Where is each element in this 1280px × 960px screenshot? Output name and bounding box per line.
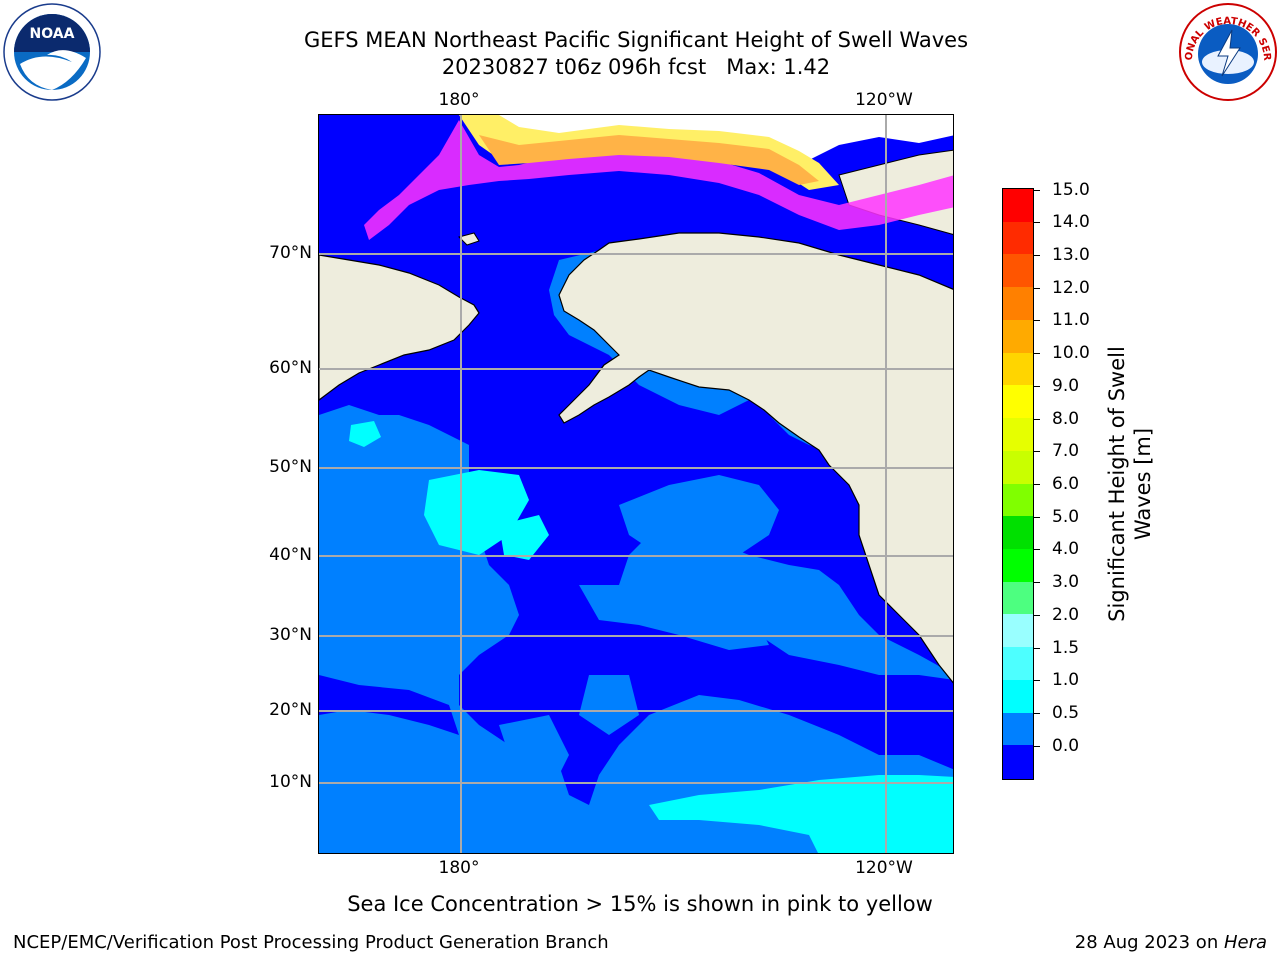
lat-label-70n: 70°N [269,243,312,263]
colorbar-segment [1003,712,1033,746]
colorbar-label: 9.0 [1052,375,1080,396]
colorbar-tick [1034,222,1040,224]
colorbar-tick [1034,353,1040,355]
mid-swell-patch-6 [579,675,639,735]
colorbar-segment [1003,516,1033,550]
colorbar-label: 3.0 [1052,572,1080,593]
land-north-america [558,232,953,684]
colorbar-label: 15.0 [1052,179,1090,200]
colorbar-segment [1003,450,1033,485]
footer-date: 28 Aug 2023 on [1074,932,1224,953]
colorbar-tick [1034,484,1040,485]
lon-label-top-120w: 120°W [855,90,913,110]
high-swell-midlat-2 [499,515,549,560]
mid-swell-patch-1 [619,475,779,565]
noaa-logo-text: NOAA [30,26,75,42]
colorbar [1002,188,1034,780]
colorbar-tick [1034,582,1040,584]
colorbar-tick [1034,614,1040,616]
colorbar-tick [1034,418,1040,420]
colorbar-segment [1003,221,1033,256]
colorbar-segment [1003,614,1033,648]
colorbar-label: 5.0 [1052,506,1080,527]
colorbar-label: 4.0 [1052,539,1080,560]
colorbar-tick [1034,647,1040,649]
map-gridlines [319,115,953,853]
colorbar-segment [1003,385,1033,419]
lat-label-50n: 50°N [269,457,312,477]
colorbar-segment [1003,352,1033,386]
colorbar-segment [1003,581,1033,615]
land-siberia [319,254,480,401]
colorbar-label: 0.5 [1052,703,1080,724]
colorbar-tick [1034,713,1040,715]
colorbar-segment [1003,254,1033,288]
mid-swell-patch-2 [579,585,769,650]
colorbar-label: 8.0 [1052,408,1080,429]
colorbar-label: 13.0 [1052,244,1090,265]
footer-right: 28 Aug 2023 on Hera [1075,932,1267,954]
lat-label-20n: 20°N [269,700,312,720]
colorbar-label: 1.5 [1052,637,1080,658]
colorbar-label: 11.0 [1052,310,1090,331]
colorbar-tick [1034,287,1040,289]
colorbar-tick [1034,189,1040,191]
colorbar-segment [1003,319,1033,354]
mid-swell-patch-5 [499,715,569,795]
chart-subtitle: 20230827 t06z 096h fcst Max: 1.42 [441,55,831,79]
colorbar-tick [1034,451,1040,453]
high-swell-tropics [649,775,953,853]
footer-left: NCEP/EMC/Verification Post Processing Pr… [13,932,609,953]
colorbar-segment [1003,189,1033,223]
colorbar-tick [1034,385,1040,387]
colorbar-segment [1003,679,1033,714]
colorbar-label: 6.0 [1052,474,1080,494]
colorbar-label: 14.0 [1052,212,1090,233]
high-swell-aleutian [349,421,381,447]
colorbar-tick [1034,549,1040,551]
colorbar-segment [1003,483,1033,517]
colorbar-tick [1034,320,1040,322]
colorbar-label: 2.0 [1052,604,1080,625]
mid-swell-patch-4 [319,415,419,505]
colorbar-tick [1034,516,1040,518]
lon-label-bottom-120w: 120°W [855,858,913,878]
nws-logo: NATIONAL WEATHER SERVICE [1174,0,1278,102]
colorbar-segment [1003,418,1033,452]
chart-title: GEFS MEAN Northeast Pacific Significant … [303,28,969,52]
low-swell-west-band [319,675,459,735]
mid-swell-patch-7 [759,570,809,615]
colorbar-segment [1003,287,1033,321]
colorbar-title: Significant Height of Swell Waves [m] [1105,346,1155,622]
colorbar-tick [1034,745,1040,747]
sea-ice-note: Sea Ice Concentration > 15% is shown in … [347,892,933,916]
colorbar-segment [1003,745,1033,779]
sea-ice-band [459,115,839,190]
lon-label-top-180: 180° [438,90,480,110]
noaa-logo: NOAA [2,2,102,102]
colorbar-label: 0.0 [1052,735,1080,756]
colorbar-tick [1034,254,1040,256]
sea-ice-orange-band [479,135,819,185]
lat-label-60n: 60°N [269,358,312,378]
sea-ice-pink [364,120,953,240]
lat-label-40n: 40°N [269,545,312,565]
colorbar-label: 12.0 [1052,277,1090,298]
colorbar-label: 7.0 [1052,441,1080,462]
lon-label-bottom-180: 180° [438,858,480,878]
lat-label-30n: 30°N [269,625,312,645]
land-island-small [458,232,480,246]
colorbar-label: 1.0 [1052,670,1080,691]
colorbar-tick [1034,680,1040,682]
colorbar-segment [1003,548,1033,583]
colorbar-label: 10.0 [1052,343,1090,364]
colorbar-segment [1003,647,1033,681]
swell-height-map [318,114,954,854]
lat-label-10n: 10°N [269,772,312,792]
footer-machine: Hera [1223,932,1267,953]
